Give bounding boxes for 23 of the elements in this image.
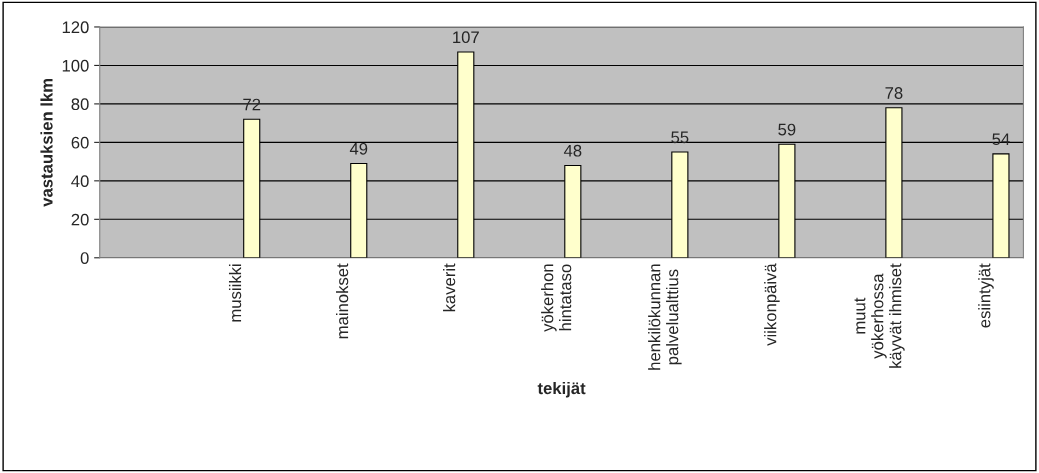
x-tick-label: mainokset <box>336 263 349 339</box>
data-label: 78 <box>885 87 903 99</box>
y-tick-label: 80 <box>71 98 89 111</box>
y-tick-label: 0 <box>80 252 89 264</box>
data-label: 55 <box>671 131 689 144</box>
y-tick-label: 40 <box>71 175 89 188</box>
x-axis-title: tekijät <box>537 381 586 398</box>
x-tick-label: yökerhon hintataso <box>541 264 572 332</box>
y-tick-label: 20 <box>71 213 89 226</box>
y-tick-label: 120 <box>62 21 89 34</box>
data-label: 49 <box>349 142 368 155</box>
data-label: 107 <box>453 31 479 44</box>
x-tick-label: kaverit <box>443 263 456 312</box>
x-tick-label: esiintyjät <box>978 263 994 328</box>
x-tick-label: henkilökunnan palvelualttius <box>648 264 682 370</box>
data-label: 59 <box>778 123 796 136</box>
y-tick-label: 100 <box>62 59 89 72</box>
x-tick-label: viikonpäivä <box>764 263 780 346</box>
data-label: 48 <box>563 144 582 157</box>
y-tick-label: 60 <box>71 136 89 149</box>
y-axis-title: vastauksien lkm <box>40 79 53 207</box>
x-tick-label: muut yökerhossa käyvät ihmiset <box>854 263 905 368</box>
x-tick-label: musiikki <box>228 264 242 322</box>
